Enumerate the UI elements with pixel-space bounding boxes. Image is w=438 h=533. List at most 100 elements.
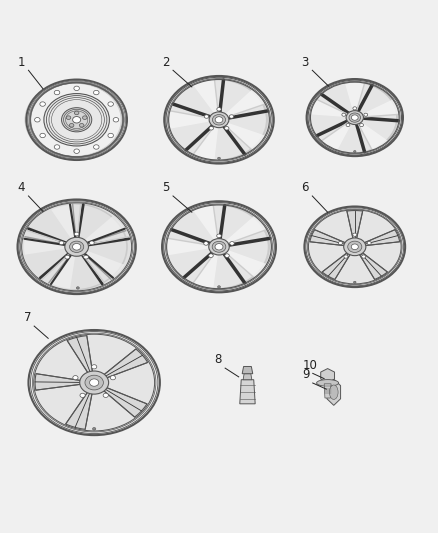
Ellipse shape (92, 427, 96, 430)
Ellipse shape (344, 238, 366, 256)
Text: 6: 6 (301, 181, 309, 194)
Ellipse shape (79, 124, 84, 127)
Ellipse shape (35, 118, 40, 122)
Text: 4: 4 (18, 181, 25, 194)
Ellipse shape (367, 241, 371, 245)
Polygon shape (82, 249, 124, 278)
Ellipse shape (307, 208, 403, 285)
Polygon shape (347, 211, 363, 240)
Ellipse shape (348, 241, 362, 253)
Polygon shape (102, 349, 148, 378)
Polygon shape (322, 121, 352, 150)
Polygon shape (359, 252, 387, 279)
Ellipse shape (215, 244, 223, 250)
Ellipse shape (217, 234, 221, 238)
Ellipse shape (212, 241, 226, 252)
Ellipse shape (74, 111, 79, 115)
Polygon shape (194, 80, 218, 115)
Ellipse shape (218, 286, 220, 288)
Ellipse shape (204, 241, 208, 245)
Text: 10: 10 (302, 359, 317, 372)
Polygon shape (322, 252, 351, 279)
Text: 9: 9 (302, 368, 310, 381)
Polygon shape (311, 100, 349, 117)
Ellipse shape (351, 115, 358, 120)
Polygon shape (243, 374, 252, 379)
Ellipse shape (61, 108, 92, 132)
Ellipse shape (82, 116, 87, 119)
Ellipse shape (215, 117, 223, 123)
Ellipse shape (225, 126, 229, 130)
Ellipse shape (92, 365, 97, 369)
Ellipse shape (113, 118, 119, 122)
Ellipse shape (84, 255, 88, 259)
Polygon shape (327, 379, 341, 405)
Polygon shape (169, 111, 212, 128)
Ellipse shape (346, 111, 364, 125)
Ellipse shape (353, 107, 357, 110)
Ellipse shape (74, 149, 79, 154)
Polygon shape (24, 239, 69, 255)
Ellipse shape (54, 90, 60, 95)
Polygon shape (224, 122, 265, 150)
Ellipse shape (309, 81, 401, 154)
Polygon shape (357, 121, 388, 150)
Polygon shape (345, 83, 364, 112)
Ellipse shape (217, 108, 221, 111)
Ellipse shape (353, 150, 356, 152)
Polygon shape (224, 216, 266, 244)
Polygon shape (242, 367, 253, 374)
Polygon shape (35, 374, 82, 390)
Ellipse shape (76, 287, 79, 289)
Ellipse shape (218, 157, 220, 159)
Ellipse shape (74, 86, 79, 91)
Text: 5: 5 (162, 181, 170, 194)
Text: 3: 3 (301, 55, 309, 69)
Polygon shape (363, 230, 399, 246)
Ellipse shape (94, 90, 99, 95)
Ellipse shape (89, 379, 99, 386)
Ellipse shape (73, 117, 81, 123)
Ellipse shape (208, 254, 213, 257)
Polygon shape (51, 252, 76, 288)
Ellipse shape (209, 112, 229, 128)
Ellipse shape (364, 113, 368, 116)
Polygon shape (67, 336, 93, 374)
Ellipse shape (225, 254, 230, 257)
Ellipse shape (110, 376, 116, 380)
Polygon shape (66, 391, 92, 429)
Ellipse shape (54, 145, 60, 149)
Polygon shape (51, 205, 76, 241)
Ellipse shape (40, 133, 46, 138)
Ellipse shape (73, 244, 81, 250)
Ellipse shape (44, 94, 110, 146)
Polygon shape (224, 90, 265, 117)
Text: 1: 1 (18, 55, 25, 69)
Polygon shape (360, 100, 399, 117)
Polygon shape (321, 369, 335, 383)
Ellipse shape (94, 145, 99, 149)
Polygon shape (224, 249, 266, 278)
Ellipse shape (59, 241, 64, 245)
Polygon shape (193, 252, 218, 288)
Ellipse shape (167, 78, 271, 161)
Ellipse shape (103, 393, 108, 398)
Text: 7: 7 (24, 311, 32, 324)
Ellipse shape (212, 115, 226, 125)
Ellipse shape (317, 379, 339, 386)
Ellipse shape (108, 102, 113, 106)
Ellipse shape (339, 241, 343, 245)
Ellipse shape (353, 281, 356, 283)
Ellipse shape (80, 371, 109, 394)
Polygon shape (310, 230, 347, 246)
Ellipse shape (108, 133, 113, 138)
Polygon shape (102, 387, 147, 417)
Ellipse shape (349, 113, 360, 122)
Polygon shape (193, 206, 218, 241)
Ellipse shape (209, 239, 229, 255)
Polygon shape (82, 216, 124, 244)
Ellipse shape (66, 116, 71, 119)
Ellipse shape (329, 385, 338, 399)
Ellipse shape (230, 241, 234, 245)
Ellipse shape (342, 113, 346, 116)
